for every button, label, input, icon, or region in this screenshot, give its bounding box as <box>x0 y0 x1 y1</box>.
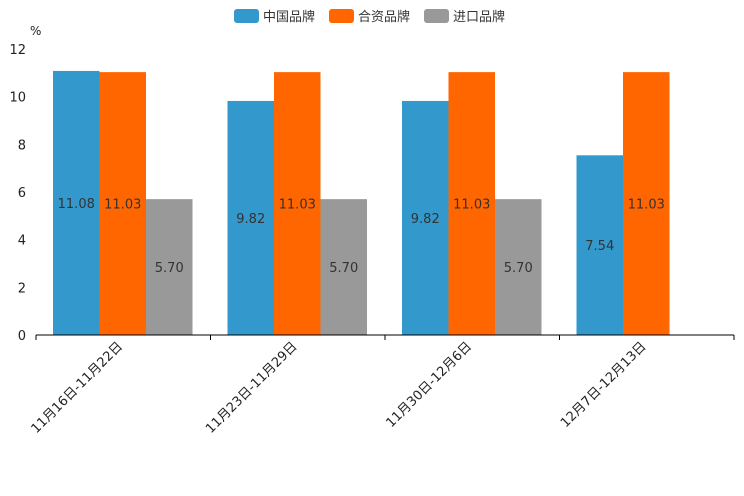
bar[interactable] <box>320 199 368 335</box>
bar-data-label: 11.03 <box>628 198 665 213</box>
legend-item-china[interactable]: 中国品牌 <box>234 9 315 25</box>
legend-swatch-import <box>424 9 449 23</box>
x-tick-label: 11月16日-11月22日 <box>29 339 126 436</box>
bar-data-label: 11.03 <box>104 198 141 213</box>
bar-data-label: 11.03 <box>279 198 316 213</box>
bars-group <box>53 70 670 335</box>
legend-item-import[interactable]: 进口品牌 <box>424 9 505 25</box>
x-tick-label: 11月23日-11月29日 <box>203 339 300 436</box>
y-tick-label: 2 <box>18 281 26 296</box>
bar-data-label: 5.70 <box>504 261 533 276</box>
bar[interactable] <box>53 70 100 335</box>
y-tick-label: 0 <box>18 329 26 344</box>
y-tick-label: 10 <box>9 91 26 106</box>
x-tick-label: 11月30日-12月6日 <box>383 339 475 431</box>
legend-swatch-china <box>234 9 259 23</box>
y-tick-label: 8 <box>18 138 26 153</box>
bar[interactable] <box>623 72 670 335</box>
bar[interactable] <box>146 199 193 335</box>
y-tick-label: 6 <box>18 186 26 201</box>
legend-label-joint: 合资品牌 <box>358 9 410 25</box>
bar[interactable] <box>576 155 624 335</box>
bar-data-label: 7.54 <box>585 239 614 254</box>
data-labels-group: 11.08 11.03 5.70 9.82 11.03 5.70 9.82 11.03 5.70… <box>58 197 665 276</box>
y-tick-label: 4 <box>18 234 26 249</box>
bar[interactable] <box>274 72 321 335</box>
bar[interactable] <box>227 100 275 335</box>
bar[interactable] <box>448 72 496 335</box>
x-tick-label: 12月7日-12月13日 <box>558 339 650 431</box>
legend-item-joint[interactable]: 合资品牌 <box>329 9 410 25</box>
legend-label-import: 进口品牌 <box>453 9 505 25</box>
legend-label-china: 中国品牌 <box>263 9 315 25</box>
legend-swatch-joint <box>329 9 354 23</box>
y-tick-label: 12 <box>9 43 26 58</box>
y-axis-unit-label: % <box>30 24 41 38</box>
bar-data-label: 11.03 <box>453 198 490 213</box>
bar-data-label: 11.08 <box>58 197 95 212</box>
x-axis-ticks <box>35 335 735 340</box>
bar-data-label: 5.70 <box>329 261 358 276</box>
legend: 中国品牌 合资品牌 进口品牌 <box>234 9 505 25</box>
bar-data-label: 9.82 <box>411 212 440 227</box>
bar-data-label: 5.70 <box>155 261 184 276</box>
x-axis-labels: 11月16日-11月22日 11月23日-11月29日 11月30日-12月6日 12… <box>29 339 650 436</box>
bar[interactable] <box>495 199 542 335</box>
bar[interactable] <box>402 100 449 335</box>
bar-data-label: 9.82 <box>236 212 265 227</box>
y-axis-ticks: 0 2 4 6 8 10 12 <box>9 43 26 344</box>
bar[interactable] <box>99 72 147 335</box>
